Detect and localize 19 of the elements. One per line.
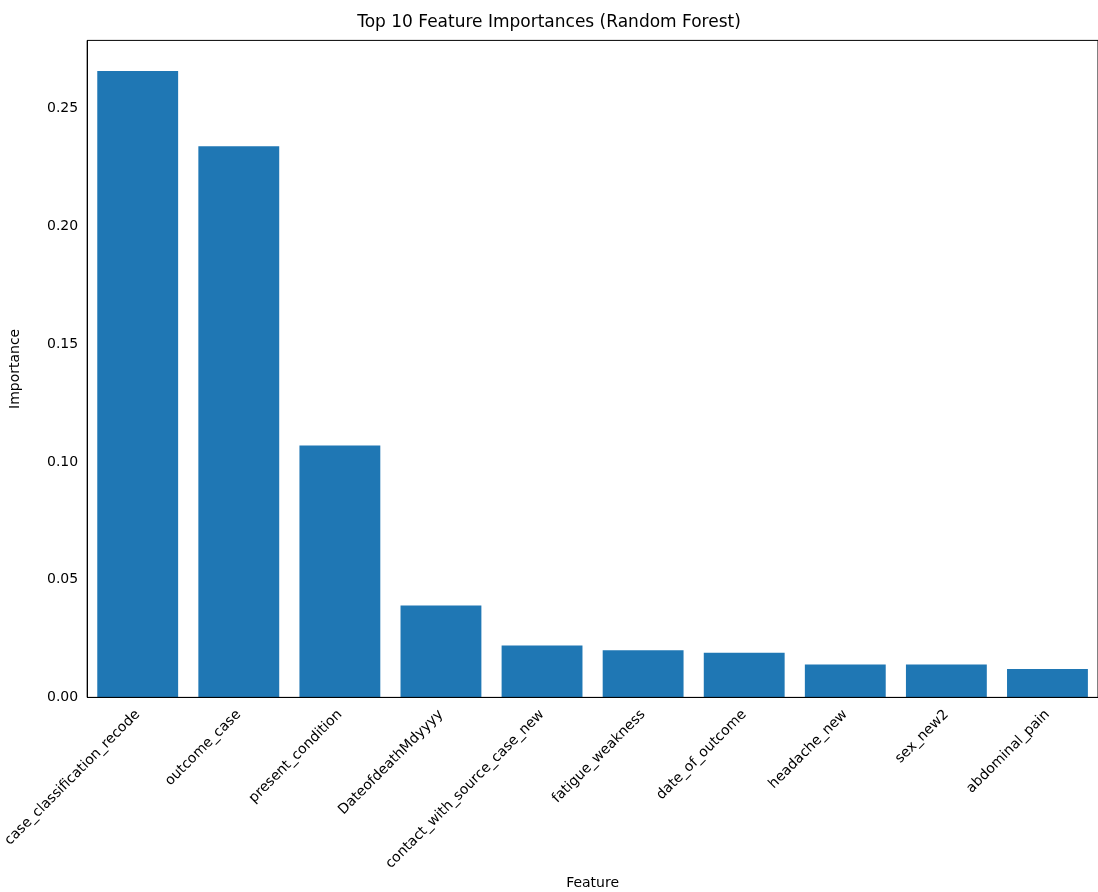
bar: [97, 71, 179, 698]
y-tick-label: 0.00: [46, 688, 79, 705]
chart-title: Top 10 Feature Importances (Random Forest): [356, 10, 741, 31]
bar: [602, 650, 684, 698]
bar: [198, 146, 280, 698]
y-tick-label: 0.10: [46, 452, 79, 469]
bar: [1007, 669, 1088, 698]
y-tick-label: 0.25: [46, 99, 79, 116]
bar: [501, 645, 583, 698]
bar: [299, 445, 381, 698]
bar: [905, 664, 987, 698]
x-axis-title: Feature: [566, 874, 620, 891]
bar: [804, 664, 886, 698]
bar: [703, 652, 785, 698]
bar: [400, 605, 482, 698]
y-tick-label: 0.20: [46, 217, 79, 234]
y-axis-title: Importance: [6, 328, 23, 410]
y-tick-label: 0.15: [46, 334, 79, 351]
y-tick-label: 0.05: [46, 570, 79, 587]
